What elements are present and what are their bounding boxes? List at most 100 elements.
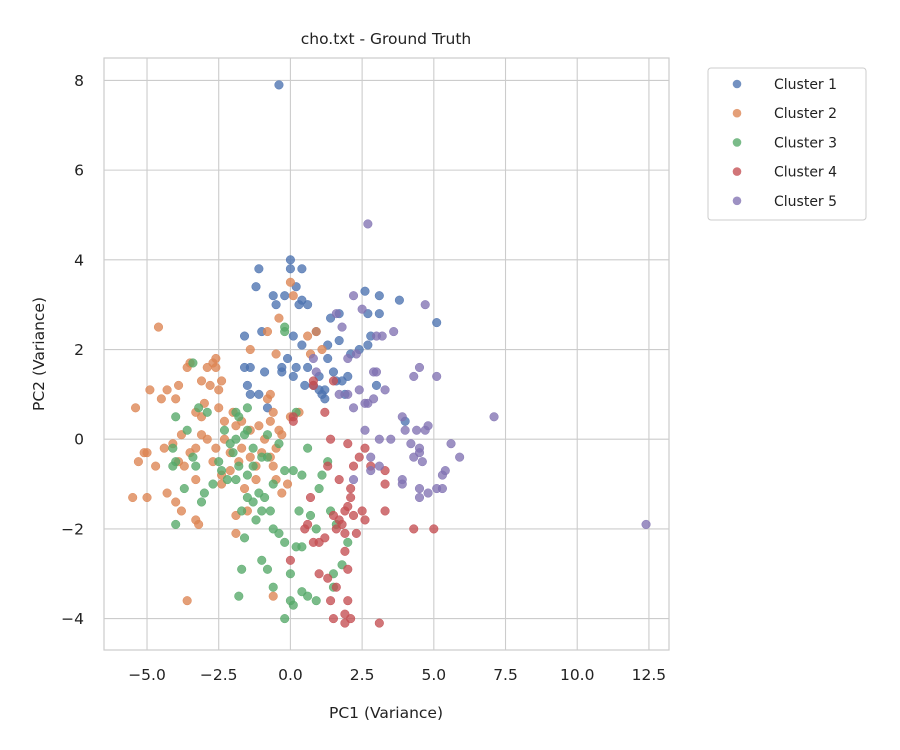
data-point [251, 475, 261, 485]
data-point [265, 506, 275, 516]
data-point [414, 362, 425, 373]
data-point [245, 389, 255, 399]
legend-label: Cluster 2 [774, 106, 837, 122]
data-point [219, 416, 230, 426]
data-point [222, 475, 232, 485]
data-point [257, 506, 267, 516]
data-point [334, 475, 344, 485]
data-point [291, 362, 301, 373]
data-point [380, 479, 390, 489]
data-point [343, 439, 353, 449]
data-point [446, 439, 456, 449]
data-point [239, 430, 250, 440]
data-point [174, 380, 184, 390]
data-point [228, 448, 238, 458]
data-point [179, 483, 189, 494]
data-point [354, 452, 364, 462]
data-point [429, 524, 439, 534]
data-point [320, 533, 330, 543]
data-point [305, 510, 316, 521]
data-point [371, 380, 382, 390]
data-point [320, 407, 330, 417]
data-point [374, 309, 384, 319]
data-point [194, 519, 204, 529]
data-point [145, 385, 155, 395]
data-point [288, 291, 298, 301]
data-point [363, 340, 373, 350]
data-point [334, 335, 344, 346]
data-point [168, 461, 178, 471]
data-point [268, 291, 278, 301]
data-point [351, 528, 361, 538]
data-point [297, 264, 307, 274]
data-point [196, 430, 207, 440]
data-point [188, 452, 198, 462]
data-point [311, 367, 321, 377]
data-point [374, 291, 384, 301]
data-point [191, 475, 201, 485]
data-point [303, 331, 313, 341]
data-point [432, 318, 442, 328]
legend-marker [732, 108, 742, 118]
data-point [357, 506, 367, 516]
y-axis-ticks: −4 −2 0 2 4 6 8 [61, 72, 84, 628]
data-point [294, 506, 304, 516]
data-point [328, 376, 338, 386]
legend-label: Cluster 5 [774, 194, 837, 210]
data-point [171, 519, 181, 529]
data-point [214, 403, 224, 413]
data-point [245, 452, 255, 462]
data-point [366, 452, 376, 462]
data-point [337, 322, 347, 332]
data-point [142, 492, 152, 503]
data-point [374, 461, 384, 471]
data-point [414, 483, 425, 494]
data-point [251, 515, 261, 525]
x-tick-label: 5.0 [421, 666, 446, 684]
data-point [314, 569, 324, 579]
data-point [231, 528, 241, 538]
data-point [288, 331, 298, 341]
data-point [280, 466, 290, 476]
data-point [171, 497, 181, 507]
data-point [231, 475, 241, 485]
data-point [251, 282, 261, 292]
data-point [317, 344, 327, 355]
data-point [268, 407, 278, 417]
data-point [176, 506, 186, 516]
data-point [153, 322, 164, 332]
data-point [234, 591, 244, 601]
data-point [377, 331, 387, 341]
data-point [194, 403, 204, 413]
data-point [288, 466, 298, 476]
data-point [303, 443, 313, 453]
data-point [432, 371, 442, 381]
data-point [305, 492, 316, 503]
data-point [211, 362, 221, 373]
data-point [219, 425, 230, 435]
data-point [297, 340, 307, 350]
data-point [380, 506, 390, 516]
data-point [237, 443, 247, 453]
series-cluster-4 [285, 376, 439, 628]
data-point [414, 492, 425, 503]
data-point [268, 591, 278, 601]
data-point [326, 596, 336, 606]
data-point [320, 385, 330, 395]
data-point [265, 416, 275, 426]
legend-marker [732, 79, 742, 89]
data-point [300, 380, 310, 390]
data-point [239, 331, 250, 341]
data-point [139, 448, 149, 458]
data-point [351, 349, 361, 359]
data-point [214, 457, 224, 467]
data-point [323, 461, 333, 471]
x-axis-ticks: −5.0 −2.5 0.0 2.5 5.0 7.5 10.0 12.5 [128, 666, 666, 684]
data-point [274, 528, 284, 538]
data-point [151, 461, 161, 471]
data-point [225, 439, 235, 449]
data-point [343, 371, 353, 381]
data-point [156, 394, 166, 404]
data-point [242, 403, 252, 413]
